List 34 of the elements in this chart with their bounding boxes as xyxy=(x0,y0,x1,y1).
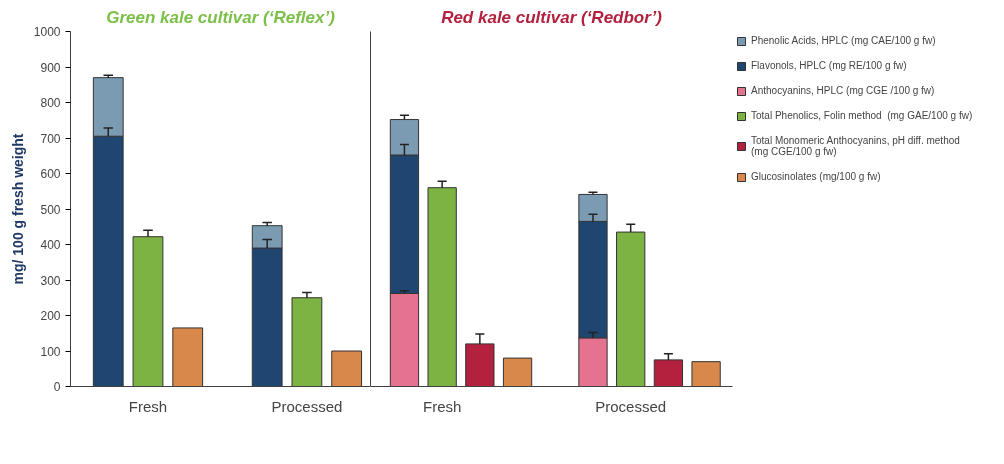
y-tick-label: 500 xyxy=(40,202,61,217)
bar xyxy=(616,231,646,387)
y-tick-label: 400 xyxy=(40,238,61,252)
bar xyxy=(653,359,684,387)
bar xyxy=(132,236,164,387)
chart-title: Red kale cultivar (‘Redbor’) xyxy=(441,7,663,27)
y-tick-label: 800 xyxy=(40,96,61,110)
y-tick-label: 200 xyxy=(40,309,61,323)
y-tick-label: 900 xyxy=(40,60,61,75)
legend-label: Phenolic Acids, HPLC (mg CAE/100 g fw) xyxy=(751,35,936,46)
legend-label: Glucosinolates (mg/100 g fw) xyxy=(751,171,881,182)
legend-label: Total Monomeric Anthocyanins, pH diff. method (mg CGE/100 g fw) xyxy=(751,135,960,157)
bar xyxy=(291,297,323,387)
y-tick-label: 0 xyxy=(53,380,61,394)
legend-label: Total Phenolics, Folin method (mg GAE/100 g fw) xyxy=(751,110,973,121)
y-axis-title: mg/ 100 g fresh weight xyxy=(9,133,26,285)
bar xyxy=(465,343,495,387)
legend-label: Flavonols, HPLC (mg RE/100 g fw) xyxy=(751,60,907,71)
y-tick-label: 100 xyxy=(40,344,61,359)
bar xyxy=(502,357,533,387)
chart-title: Green kale cultivar (‘Reflex’) xyxy=(106,7,336,27)
y-tick-label: 1000 xyxy=(33,25,61,39)
x-tick-label: Fresh xyxy=(422,397,462,415)
bar xyxy=(172,327,204,387)
x-tick-label: Processed xyxy=(595,397,667,415)
y-tick-label: 600 xyxy=(40,167,61,181)
y-tick-label: 300 xyxy=(40,273,61,288)
x-tick-label: Fresh xyxy=(128,397,168,415)
x-tick-label: Processed xyxy=(271,397,343,415)
bar xyxy=(691,361,721,387)
bar xyxy=(331,350,363,387)
bar xyxy=(427,187,457,387)
y-tick-label: 700 xyxy=(40,131,61,146)
legend-label: Anthocyanins, HPLC (mg CGE /100 g fw) xyxy=(751,85,935,96)
